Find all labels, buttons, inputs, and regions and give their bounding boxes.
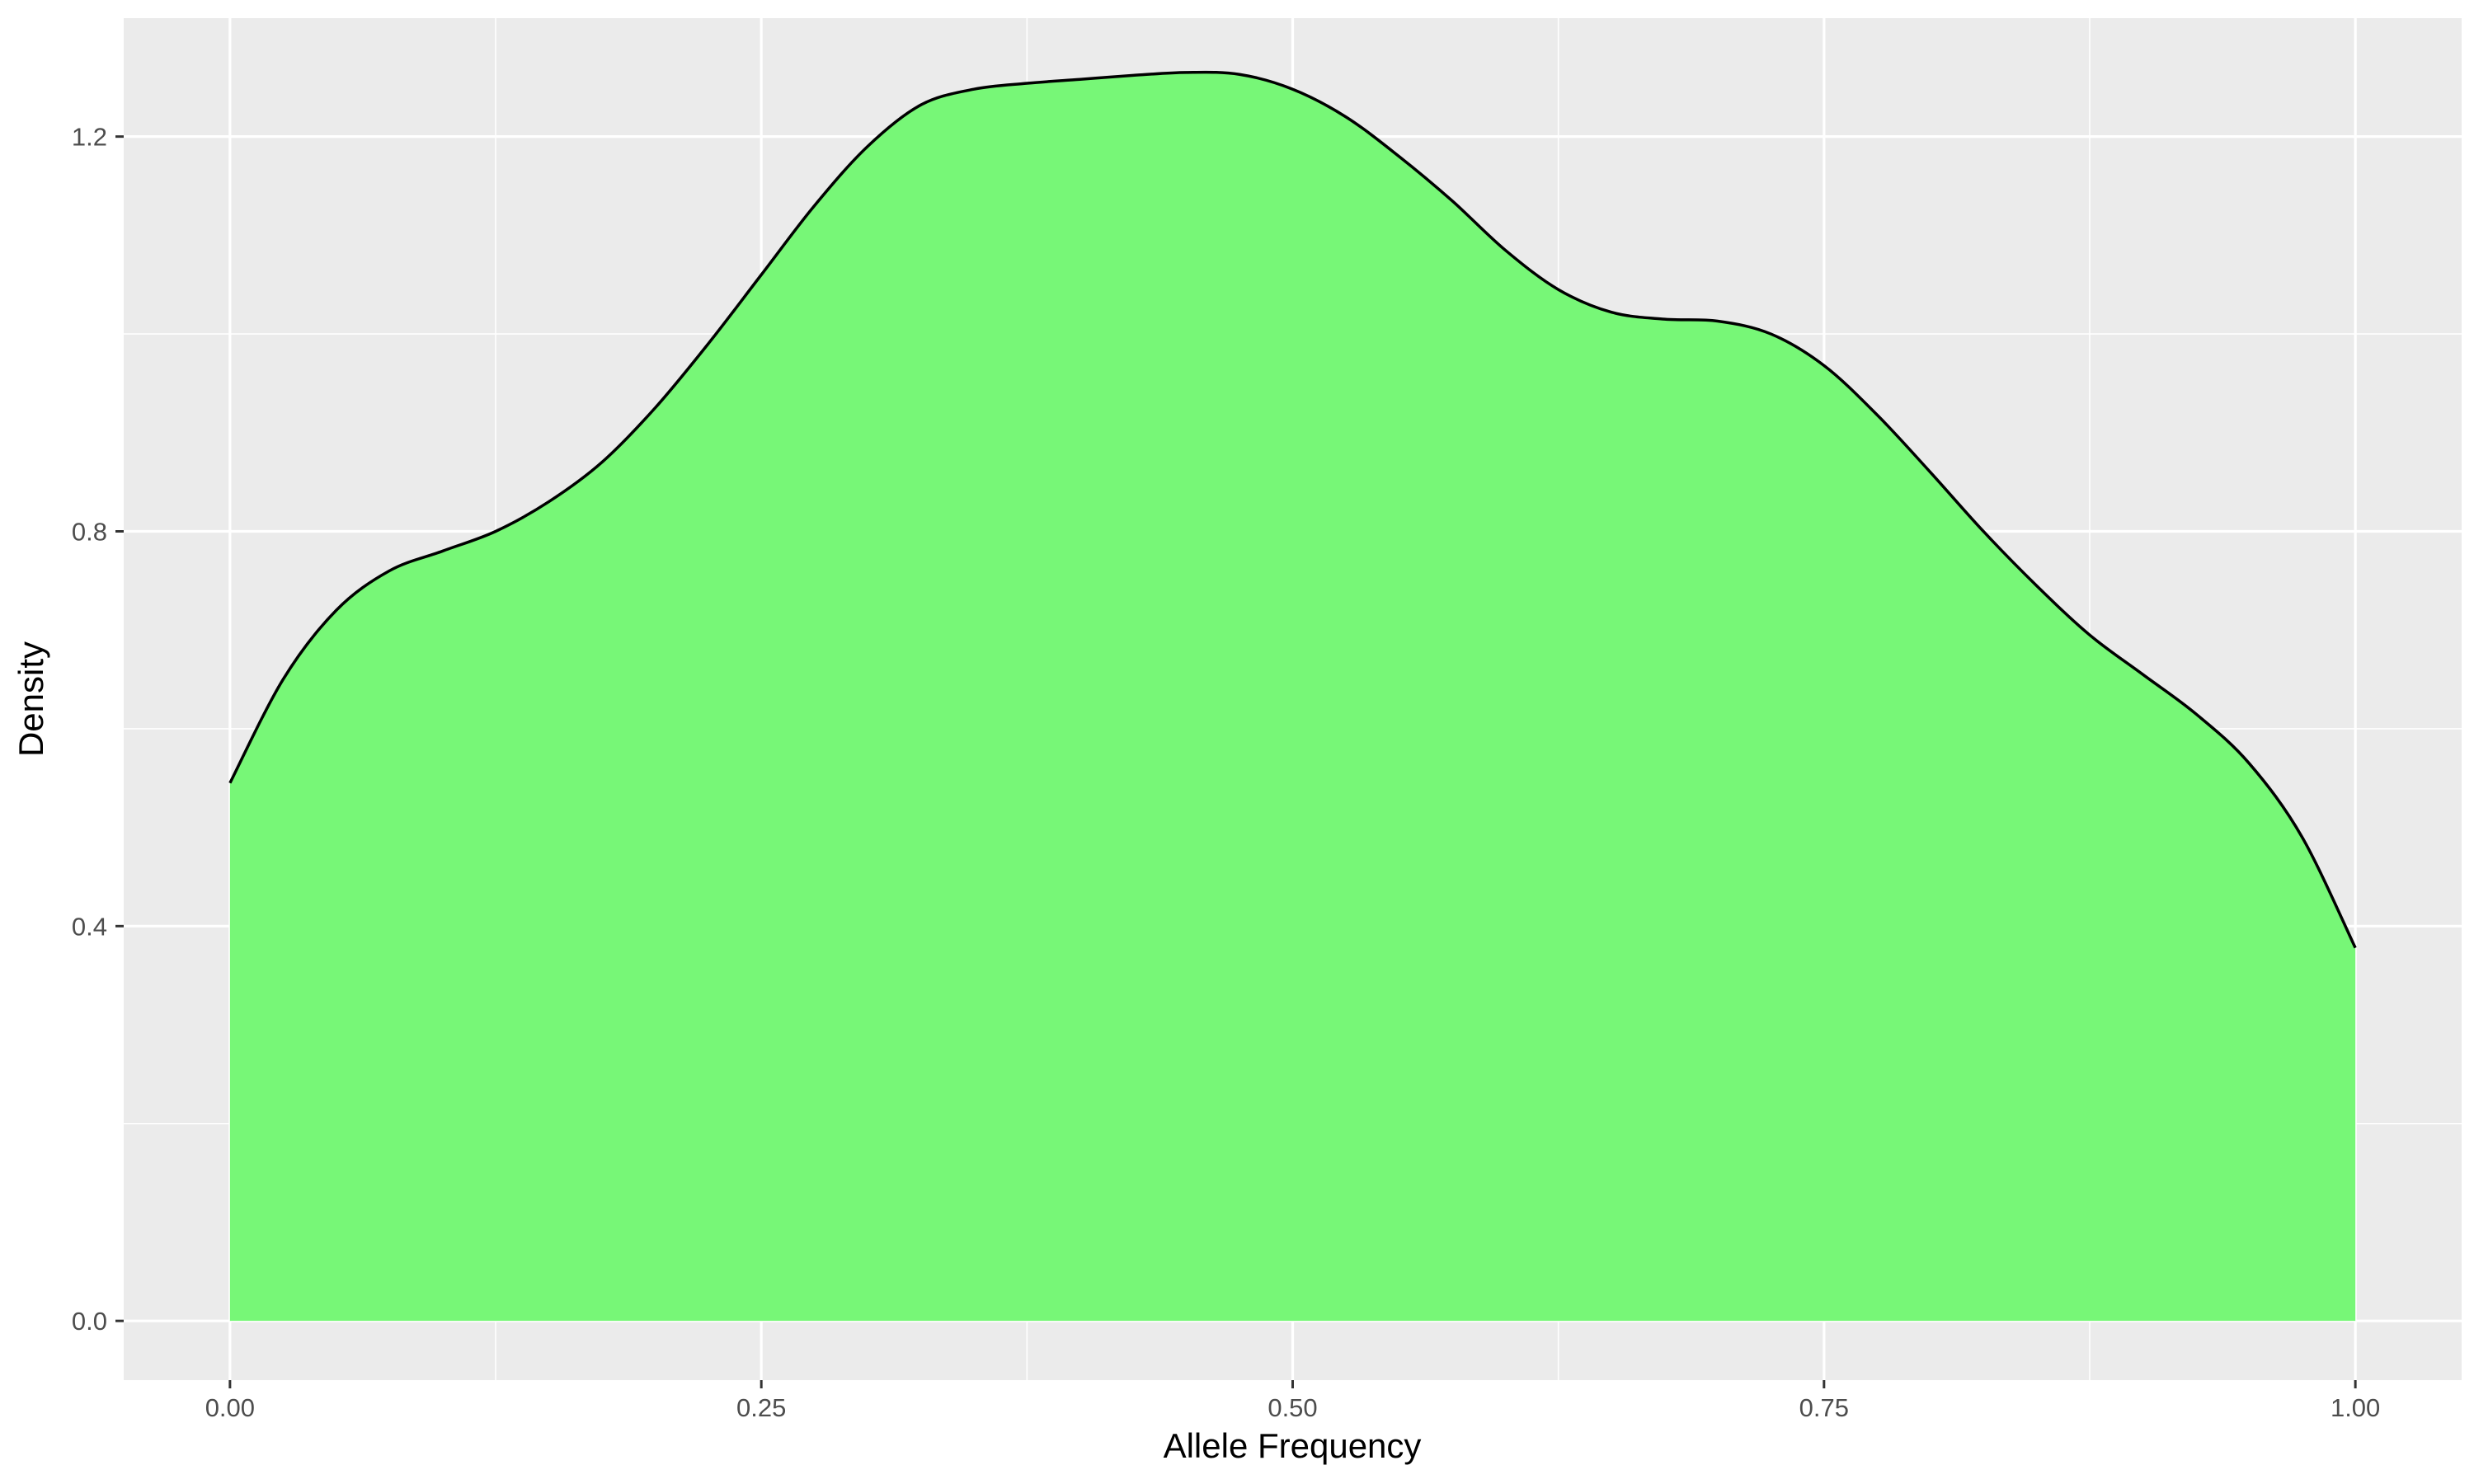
x-tick-label: 0.50 [1268, 1393, 1317, 1422]
y-axis-ticks: 0.0 0.4 0.8 1.2 [72, 123, 124, 1336]
y-tick-label: 1.2 [72, 123, 107, 152]
x-axis-ticks: 0.00 0.25 0.50 0.75 1.00 [205, 1380, 2380, 1422]
x-tick-label: 0.00 [205, 1393, 255, 1422]
density-area [229, 72, 2356, 1322]
y-tick-label: 0.4 [72, 912, 107, 941]
x-axis-title: Allele Frequency [1164, 1426, 1422, 1465]
x-tick-label: 0.25 [736, 1393, 786, 1422]
y-tick-label: 0.8 [72, 517, 107, 546]
x-tick-label: 0.75 [1799, 1393, 1849, 1422]
x-tick-label: 1.00 [2331, 1393, 2380, 1422]
y-tick-label: 0.0 [72, 1307, 107, 1336]
y-axis-title: Density [12, 641, 50, 757]
density-line [228, 70, 2357, 949]
